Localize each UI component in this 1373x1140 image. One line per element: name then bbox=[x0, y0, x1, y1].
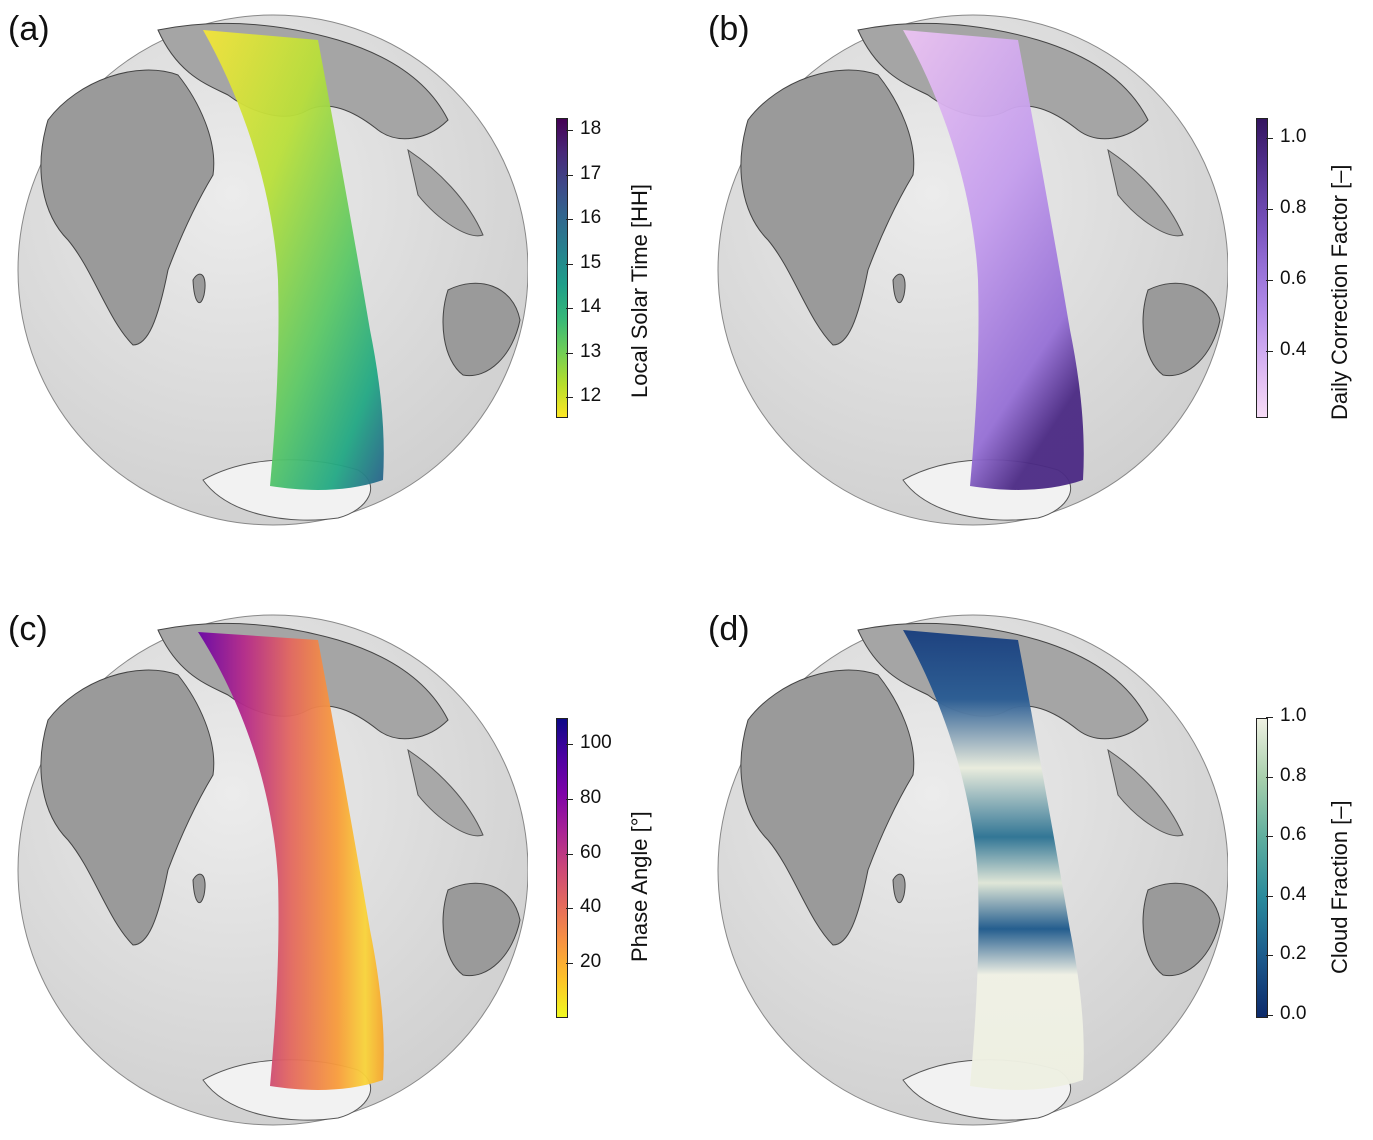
tick-mark bbox=[566, 799, 573, 801]
tick-label: 1.0 bbox=[1280, 126, 1307, 148]
colorbar-ticks: 1.0 0.8 0.6 0.4 bbox=[1266, 118, 1326, 416]
tick-mark bbox=[566, 352, 573, 354]
tick-mark bbox=[1266, 776, 1273, 778]
tick-label: 17 bbox=[580, 162, 602, 184]
tick-label: 12 bbox=[580, 385, 602, 407]
tick-label: 0.0 bbox=[1280, 1003, 1307, 1024]
colorbar bbox=[1256, 118, 1268, 418]
colorbar-ticks: 1.0 0.8 0.6 0.4 0.2 0.0 bbox=[1266, 705, 1326, 1024]
globe-base bbox=[17, 14, 528, 526]
globe-map bbox=[17, 14, 528, 526]
colorbar bbox=[556, 718, 568, 1018]
panel-cloud-fraction: (d) 1.0 0.8 0.6 0.4 0.2 0.0 Cloud Fraction [–… bbox=[700, 600, 1360, 1140]
tick-mark bbox=[566, 744, 573, 746]
colorbar-title: Cloud Fraction [–] bbox=[1327, 800, 1352, 974]
tick-label: 15 bbox=[580, 251, 602, 273]
tick-label: 0.4 bbox=[1280, 339, 1307, 361]
colorbar bbox=[556, 118, 568, 418]
colorbar-title: Phase Angle [°] bbox=[627, 811, 652, 962]
tick-label: 40 bbox=[580, 896, 602, 918]
tick-label: 13 bbox=[580, 340, 602, 362]
colorbar-title: Daily Correction Factor [–] bbox=[1327, 164, 1352, 420]
tick-mark bbox=[566, 219, 573, 221]
tick-label: 20 bbox=[580, 951, 602, 973]
panel-label: (a) bbox=[8, 10, 50, 48]
tick-label: 100 bbox=[580, 732, 612, 754]
tick-label: 0.4 bbox=[1280, 883, 1307, 905]
panel-label: (d) bbox=[708, 610, 750, 648]
tick-label: 0.8 bbox=[1280, 764, 1307, 786]
tick-label: 60 bbox=[580, 841, 602, 863]
colorbar-title: Local Solar Time [HH] bbox=[627, 184, 652, 398]
tick-mark bbox=[566, 263, 573, 265]
tick-mark bbox=[566, 174, 573, 176]
tick-label: 16 bbox=[580, 207, 602, 229]
tick-mark bbox=[566, 397, 573, 399]
colorbar bbox=[1256, 718, 1268, 1018]
globe-map bbox=[717, 614, 1228, 1126]
tick-label: 0.6 bbox=[1280, 268, 1307, 290]
globe-map bbox=[717, 14, 1228, 526]
tick-mark bbox=[1266, 717, 1273, 718]
tick-label: 0.6 bbox=[1280, 824, 1307, 846]
satellite-swath bbox=[203, 30, 384, 490]
satellite-swath bbox=[903, 30, 1084, 490]
panel-phase-angle: (c) 100 80 60 40 20 Phase Angle [°] bbox=[0, 600, 660, 1140]
tick-mark bbox=[1266, 895, 1273, 897]
tick-label: 14 bbox=[580, 296, 602, 318]
globe-base bbox=[717, 14, 1228, 526]
tick-label: 0.8 bbox=[1280, 197, 1307, 219]
tick-mark bbox=[1266, 209, 1273, 211]
tick-label: 0.2 bbox=[1280, 943, 1307, 965]
globe-map bbox=[17, 614, 528, 1126]
tick-mark bbox=[566, 963, 573, 965]
tick-mark bbox=[566, 130, 573, 132]
tick-mark bbox=[1266, 955, 1273, 957]
panel-label: (c) bbox=[8, 610, 48, 648]
tick-label: 1.0 bbox=[1280, 705, 1307, 726]
tick-mark bbox=[566, 308, 573, 310]
tick-label: 80 bbox=[580, 787, 602, 809]
globe-base bbox=[717, 614, 1228, 1126]
tick-mark bbox=[1266, 280, 1273, 282]
tick-mark bbox=[566, 908, 573, 910]
tick-mark bbox=[1266, 836, 1273, 838]
satellite-swath bbox=[903, 630, 1084, 1090]
tick-mark bbox=[566, 853, 573, 855]
colorbar-ticks: 18 17 16 15 14 13 12 bbox=[566, 118, 626, 416]
tick-mark bbox=[1266, 351, 1273, 353]
tick-mark bbox=[1266, 1015, 1273, 1016]
panel-label: (b) bbox=[708, 10, 750, 48]
satellite-swath bbox=[198, 632, 384, 1090]
panel-local-solar-time: (a) 18 17 16 15 14 13 12 Local Solar Time [HH] bbox=[0, 0, 660, 540]
panel-daily-correction-factor: (b) 1.0 0.8 0.6 0.4 Daily Correction Factor… bbox=[700, 0, 1360, 540]
tick-mark bbox=[1266, 138, 1273, 140]
tick-label: 18 bbox=[580, 118, 602, 140]
colorbar-ticks: 100 80 60 40 20 bbox=[566, 718, 626, 1016]
